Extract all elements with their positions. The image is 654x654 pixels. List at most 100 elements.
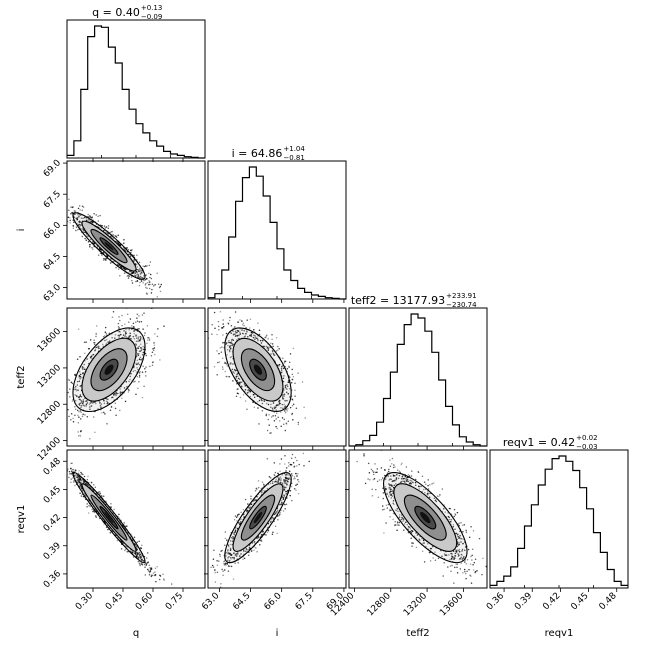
sample-point: [77, 421, 80, 424]
sample-point: [267, 337, 269, 340]
sample-point: [418, 488, 421, 490]
sample-point: [99, 492, 102, 495]
sample-point: [216, 333, 218, 336]
sample-point: [115, 235, 117, 237]
sample-point: [228, 346, 231, 349]
sample-point: [101, 303, 103, 305]
sample-point: [465, 529, 467, 532]
sample-point: [414, 478, 417, 481]
sample-point: [103, 402, 106, 405]
sample-point: [149, 570, 151, 573]
sample-point: [137, 338, 140, 340]
sample-point: [119, 275, 121, 277]
sample-point: [459, 558, 462, 560]
sample-point: [246, 319, 248, 321]
sample-point: [222, 323, 224, 325]
sample-point: [266, 346, 269, 349]
sample-point: [133, 338, 136, 340]
sample-point: [390, 484, 393, 487]
sample-point: [227, 322, 229, 324]
sample-point: [491, 568, 493, 570]
sample-point: [82, 229, 84, 231]
sample-point: [82, 480, 85, 482]
sample-point: [87, 235, 89, 238]
sample-point: [224, 563, 227, 565]
sample-point: [470, 575, 472, 577]
contour-line: [90, 494, 128, 541]
sample-point: [71, 400, 74, 402]
sample-point: [277, 404, 279, 406]
sample-point: [228, 560, 231, 562]
sample-point: [221, 568, 223, 571]
sample-point: [70, 462, 72, 465]
sample-point: [133, 330, 135, 333]
sample-point: [142, 365, 144, 367]
sample-point: [143, 348, 145, 350]
sample-point: [75, 476, 78, 479]
sample-point: [149, 261, 152, 263]
sample-point: [219, 553, 221, 556]
sample-point: [409, 528, 412, 530]
sample-point: [77, 431, 79, 433]
sample-point: [458, 541, 460, 544]
sample-point: [240, 520, 242, 523]
sample-point: [481, 573, 483, 576]
sample-point: [77, 475, 79, 477]
sample-point: [458, 549, 460, 552]
y-axis-label-i: i: [16, 229, 27, 232]
sample-point: [460, 521, 462, 524]
sample-point: [138, 560, 140, 563]
sample-point: [139, 275, 142, 278]
sample-point: [454, 514, 457, 516]
sample-point: [308, 460, 310, 463]
sample-point: [222, 319, 224, 321]
sample-point: [226, 562, 229, 565]
sample-point: [234, 326, 236, 328]
sample-point: [229, 553, 231, 556]
sample-point: [273, 513, 276, 516]
contour-line: [90, 228, 128, 264]
sample-point: [231, 540, 234, 542]
sample-point: [220, 351, 223, 353]
panel-frame-3-0: [66, 449, 206, 589]
sample-point: [127, 391, 130, 393]
sample-point: [466, 559, 469, 561]
sample-point: [138, 551, 141, 554]
sample-point: [67, 468, 69, 470]
sample-point: [114, 337, 116, 339]
sample-point: [113, 508, 115, 511]
sample-point: [148, 574, 151, 576]
sample-point: [139, 267, 141, 269]
sample-point: [267, 418, 270, 421]
sample-point: [136, 556, 138, 558]
y-tick-label: 0.42: [42, 513, 63, 534]
sample-point: [465, 572, 467, 575]
sample-point: [95, 346, 98, 349]
sample-point: [47, 424, 49, 426]
sample-point: [137, 353, 139, 355]
sample-point: [99, 491, 101, 493]
sample-point: [123, 239, 125, 241]
sample-point: [378, 479, 381, 481]
sample-point: [141, 544, 143, 546]
sample-point: [280, 482, 283, 484]
panel-frame-3-2: [348, 449, 488, 589]
sample-point: [68, 470, 71, 473]
sample-point: [273, 462, 276, 464]
sample-point: [445, 554, 448, 556]
sample-point: [115, 266, 117, 269]
sample-point: [79, 225, 81, 228]
sample-point: [107, 233, 110, 235]
sample-point: [279, 511, 281, 514]
sample-point: [124, 323, 126, 326]
sample-point: [233, 519, 236, 521]
sample-point: [442, 575, 444, 577]
sample-point: [82, 473, 84, 476]
sample-point: [267, 529, 270, 532]
sample-point: [298, 481, 300, 483]
sample-point: [289, 396, 291, 398]
sample-point: [427, 479, 429, 481]
sample-point: [138, 284, 141, 287]
sample-point: [297, 492, 300, 495]
sample-point: [138, 551, 140, 553]
